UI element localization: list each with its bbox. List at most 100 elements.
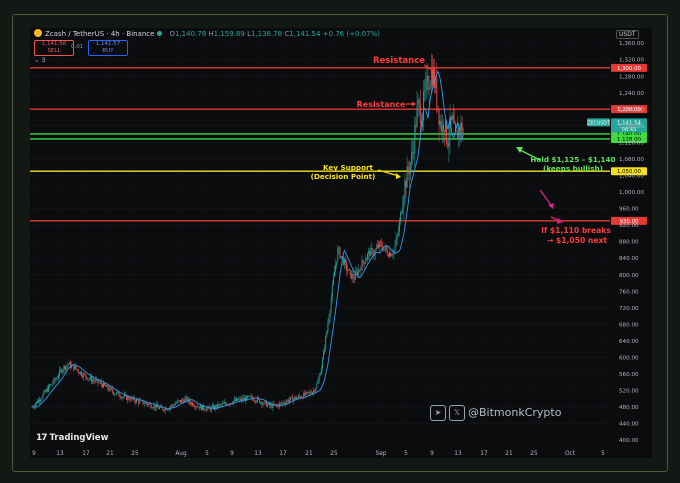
candle-body	[349, 269, 351, 271]
candle-body	[77, 369, 79, 373]
candle-body	[274, 404, 276, 405]
price-levels: 1,300.001,200.001,140.001,128.001,050.00…	[30, 63, 647, 225]
candle-body	[118, 392, 120, 397]
candle-body	[120, 397, 122, 399]
candle-body	[340, 256, 342, 258]
candle-body	[417, 99, 419, 107]
candle-body	[449, 116, 451, 140]
candle-body	[109, 387, 111, 391]
candle-body	[187, 398, 189, 402]
candle-body	[287, 400, 289, 402]
candle-body	[330, 297, 332, 311]
candle-body	[295, 396, 297, 399]
symbol-title[interactable]: Zcash / TetherUS · 4h · Binance	[45, 30, 155, 38]
candle-body	[167, 409, 169, 410]
candle-body	[416, 106, 418, 127]
candle-body	[392, 254, 394, 255]
candle-body	[286, 400, 288, 402]
candle-body	[323, 351, 324, 360]
candle-body	[436, 78, 438, 106]
candle-body	[158, 406, 159, 409]
candle-body	[445, 120, 447, 132]
candle-body	[56, 378, 58, 379]
candle-body	[34, 403, 36, 407]
candle-body	[217, 404, 219, 408]
candle-body	[440, 120, 442, 133]
next-target-label: → $1,050 next	[547, 236, 607, 245]
candle-body	[437, 105, 439, 110]
candle-body	[320, 368, 322, 375]
candle-body	[264, 401, 266, 403]
candle-body	[272, 403, 274, 409]
candle-body	[75, 365, 77, 369]
buy-button[interactable]: 1,141.57 BUY	[88, 40, 128, 56]
candle-body	[44, 390, 46, 392]
candle-body	[266, 404, 268, 407]
candle-body	[453, 122, 455, 124]
y-tick-label: 800.00	[619, 273, 639, 279]
candle-body	[117, 392, 119, 393]
candle-body	[383, 248, 385, 251]
time-axis[interactable]: 9 13 17 21 25 Aug 5 9 13 17 21 25 Sep 5 9 13 17 21 25 Oct 5	[32, 451, 605, 457]
candle-body	[257, 397, 258, 402]
candle-body	[108, 388, 110, 391]
candle-body	[446, 120, 448, 144]
y-tick-label: 1,040.00	[619, 174, 644, 180]
price-axis[interactable]: 1,360.00 1,320.00 1,280.00 1,240.00 1,200.00…	[619, 41, 644, 444]
candle-body	[237, 398, 239, 401]
y-tick-label: 1,360.00	[619, 41, 644, 47]
x-tick-label: 21	[106, 451, 114, 457]
candle-body	[148, 404, 150, 406]
candle-body	[89, 376, 91, 379]
candle-body	[138, 400, 140, 404]
ohlc-high: 1,159.89	[213, 30, 245, 38]
candle-body	[155, 404, 157, 409]
candle-body	[324, 348, 326, 352]
candle-body	[195, 406, 197, 408]
candle-body	[275, 404, 277, 405]
candle-body	[285, 401, 287, 404]
x-tick-label: 25	[131, 451, 139, 457]
candle-body	[247, 396, 249, 397]
currency-selector[interactable]: USDT	[616, 30, 639, 39]
candle-body	[244, 397, 246, 401]
candle-body	[181, 399, 183, 403]
buy-label: BUY	[102, 47, 114, 54]
candle-body	[46, 389, 48, 392]
candle-body	[254, 400, 256, 402]
candle-body	[222, 403, 224, 405]
candle-body	[178, 400, 180, 401]
candle-body	[336, 261, 338, 266]
candle-body	[85, 374, 87, 378]
zcash-coin-icon	[34, 29, 42, 37]
candle-body	[53, 378, 55, 383]
candle-body	[347, 270, 349, 271]
x-tick-label: 13	[56, 451, 64, 457]
candle-body	[40, 399, 42, 402]
candle-body	[430, 70, 432, 87]
candle-body	[152, 407, 154, 409]
candle-body	[235, 399, 236, 401]
candle-body	[119, 396, 121, 398]
indicator-toggle[interactable]: ⌄ 3	[34, 56, 46, 64]
candle-body	[220, 404, 222, 406]
candle-body	[448, 139, 450, 147]
candle-body	[365, 258, 367, 261]
candle-body	[219, 404, 221, 406]
candle-body	[129, 399, 131, 401]
y-tick-label: 520.00	[619, 389, 639, 395]
candle-body	[166, 409, 168, 410]
candle-body	[64, 366, 66, 370]
candle-body	[193, 405, 195, 407]
ohlc-low: 1,138.78	[250, 30, 283, 38]
candle-body	[111, 388, 113, 392]
candle-body	[207, 406, 209, 408]
candle-body	[361, 260, 363, 271]
sell-button[interactable]: 1,141.56 SELL	[34, 40, 74, 56]
ohlc-open: 1,140.78	[174, 30, 207, 38]
x-icon: 𝕏	[449, 405, 465, 421]
level-price-label: 1,050.00	[617, 169, 642, 175]
candle-body	[308, 392, 310, 393]
candle-body	[183, 400, 185, 403]
